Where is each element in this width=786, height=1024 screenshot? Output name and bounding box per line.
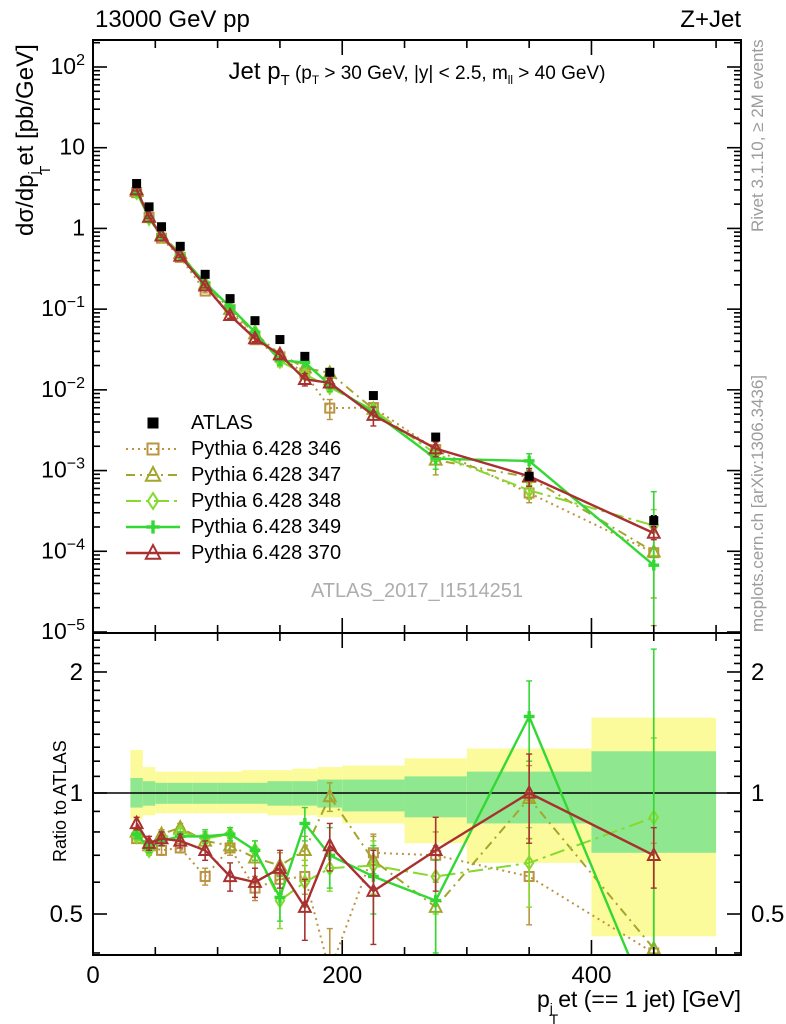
plot-title: Jet pT (pT > 30 GeV, |y| < 2.5, mll > 40…	[228, 58, 606, 89]
mcplots-credit: mcplots.cern.ch [arXiv:1306.3436]	[748, 374, 767, 632]
svg-text:10: 10	[59, 134, 85, 160]
legend-marker	[126, 442, 180, 456]
legend-marker	[126, 464, 180, 482]
svg-text:10−4: 10−4	[41, 536, 85, 563]
svg-text:10−2: 10−2	[41, 375, 85, 402]
legend-item: ATLAS	[124, 410, 341, 436]
svg-text:10−5: 10−5	[41, 617, 85, 644]
legend-marker	[126, 491, 180, 511]
legend-item: Pythia 6.428 349	[124, 514, 341, 540]
svg-text:2: 2	[751, 659, 764, 686]
legend: ATLAS Pythia 6.428 346 Pythia 6.428 347 Pyt…	[124, 410, 341, 566]
svg-text:10−1: 10−1	[41, 294, 85, 321]
svg-text:2: 2	[70, 659, 83, 686]
legend-item: Pythia 6.428 348	[124, 488, 341, 514]
svg-text:400: 400	[571, 962, 611, 989]
svg-text:0.5: 0.5	[50, 901, 83, 928]
y-axis-title-ratio: Ratio to ATLAS	[50, 740, 70, 862]
svg-text:1: 1	[751, 780, 764, 807]
watermark: ATLAS_2017_I1514251	[310, 580, 524, 602]
legend-item: Pythia 6.428 347	[124, 462, 341, 488]
rivet-credit: Rivet 3.1.10, ≥ 2M events	[748, 39, 767, 232]
legend-item: Pythia 6.428 346	[124, 436, 341, 462]
legend-label: ATLAS	[191, 411, 253, 434]
svg-text:1: 1	[72, 214, 85, 240]
legend-label: Pythia 6.428 349	[191, 515, 342, 538]
svg-text:102: 102	[51, 52, 86, 79]
svg-text:0: 0	[86, 962, 99, 989]
svg-text:1: 1	[70, 780, 83, 807]
legend-marker	[126, 520, 180, 534]
legend-label: Pythia 6.428 370	[191, 541, 342, 564]
legend-marker	[147, 417, 159, 429]
svg-text:0.5: 0.5	[751, 901, 784, 928]
legend-label: Pythia 6.428 347	[191, 463, 342, 486]
beam-energy-title: 13000 GeV pp	[95, 6, 250, 33]
svg-text:10−3: 10−3	[41, 456, 85, 483]
process-title: Z+Jet	[680, 6, 741, 33]
legend-marker	[126, 542, 180, 560]
legend-label: Pythia 6.428 348	[191, 489, 342, 512]
legend-item: Pythia 6.428 370	[124, 540, 341, 566]
svg-text:200: 200	[322, 962, 362, 989]
legend-label: Pythia 6.428 346	[191, 437, 342, 460]
